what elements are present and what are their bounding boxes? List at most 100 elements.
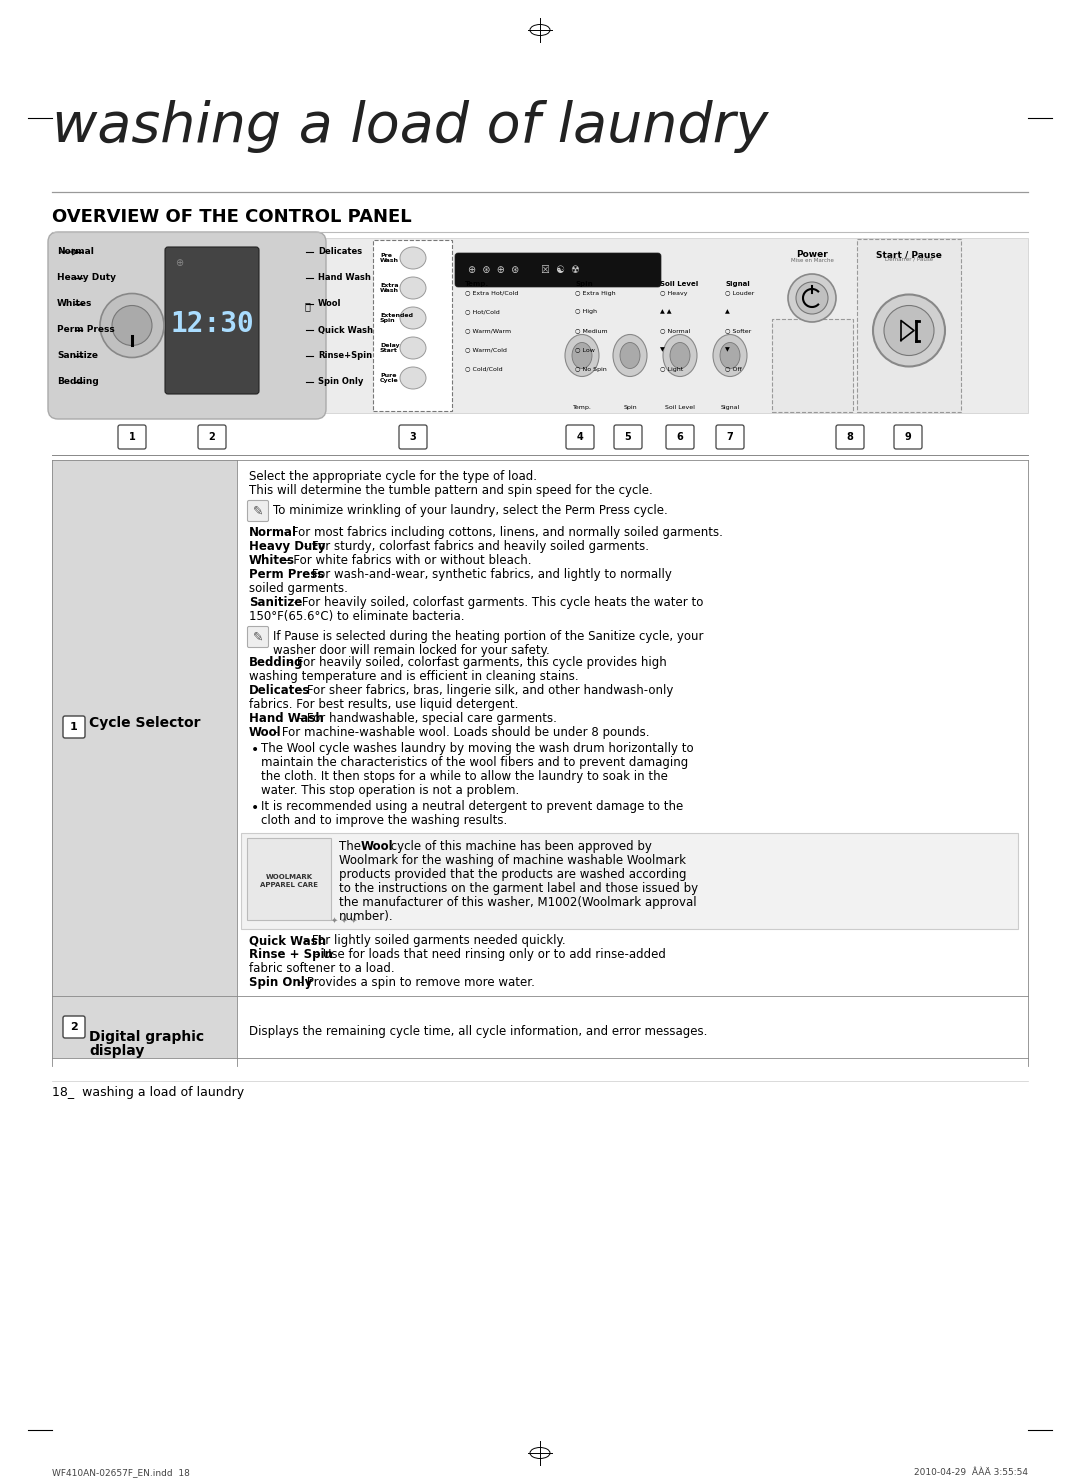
Text: Bedding: Bedding xyxy=(249,655,303,669)
Ellipse shape xyxy=(572,343,592,368)
FancyBboxPatch shape xyxy=(118,426,146,449)
FancyBboxPatch shape xyxy=(399,426,427,449)
Text: Signal: Signal xyxy=(720,405,740,409)
Text: 2010-04-29  ÂÀÄ 3:55:54: 2010-04-29 ÂÀÄ 3:55:54 xyxy=(914,1468,1028,1477)
Text: fabrics. For best results, use liquid detergent.: fabrics. For best results, use liquid de… xyxy=(249,698,518,710)
Ellipse shape xyxy=(400,248,426,268)
Circle shape xyxy=(885,305,934,356)
Ellipse shape xyxy=(720,343,740,368)
Text: Power: Power xyxy=(796,251,828,260)
Text: Sanitize: Sanitize xyxy=(249,596,302,610)
Text: ▲: ▲ xyxy=(725,310,730,314)
Text: number).: number). xyxy=(339,911,393,922)
Text: 5: 5 xyxy=(624,432,632,442)
FancyBboxPatch shape xyxy=(716,426,744,449)
Text: - For sheer fabrics, bras, lingerie silk, and other handwash-only: - For sheer fabrics, bras, lingerie silk… xyxy=(295,684,674,697)
FancyBboxPatch shape xyxy=(566,426,594,449)
Text: fabric softener to a load.: fabric softener to a load. xyxy=(249,962,394,974)
Text: - For heavily soiled, colorfast garments, this cycle provides high: - For heavily soiled, colorfast garments… xyxy=(285,655,666,669)
Text: The: The xyxy=(339,839,365,853)
Text: 12:30: 12:30 xyxy=(171,310,254,338)
Text: Start / Pause: Start / Pause xyxy=(876,251,942,260)
Text: ✎: ✎ xyxy=(253,504,264,518)
Text: Mise en Marche: Mise en Marche xyxy=(791,258,834,262)
Text: cloth and to improve the washing results.: cloth and to improve the washing results… xyxy=(261,814,508,828)
Text: Extended
Spin: Extended Spin xyxy=(380,313,413,323)
Text: washer door will remain locked for your safety.: washer door will remain locked for your … xyxy=(273,644,550,657)
Text: 18_  washing a load of laundry: 18_ washing a load of laundry xyxy=(52,1086,244,1099)
Text: Perm Press: Perm Press xyxy=(57,325,114,335)
Text: ○ Louder: ○ Louder xyxy=(725,291,754,295)
Text: ○ Hot/Cold: ○ Hot/Cold xyxy=(465,310,500,314)
Ellipse shape xyxy=(565,335,599,377)
Text: - For wash-and-wear, synthetic fabrics, and lightly to normally: - For wash-and-wear, synthetic fabrics, … xyxy=(300,568,673,581)
Text: Rinse + Spin: Rinse + Spin xyxy=(249,948,333,961)
Text: Temp.: Temp. xyxy=(465,280,489,288)
Text: Hand Wash: Hand Wash xyxy=(249,712,324,725)
Text: 1: 1 xyxy=(70,722,78,733)
Text: ⊕: ⊕ xyxy=(175,258,184,268)
Text: ✦ ✦ ✦: ✦ ✦ ✦ xyxy=(330,916,357,925)
Text: ○ Low: ○ Low xyxy=(575,347,595,353)
Ellipse shape xyxy=(663,335,697,377)
Text: Pure
Cycle: Pure Cycle xyxy=(380,372,399,383)
Text: products provided that the products are washed according: products provided that the products are … xyxy=(339,868,687,881)
Text: washing temperature and is efficient in cleaning stains.: washing temperature and is efficient in … xyxy=(249,670,579,684)
Text: Sanitize: Sanitize xyxy=(57,351,98,360)
Text: ○ Warm/Cold: ○ Warm/Cold xyxy=(465,347,507,353)
FancyBboxPatch shape xyxy=(52,460,237,997)
Text: Bedding: Bedding xyxy=(57,378,98,387)
Text: Soil Level: Soil Level xyxy=(665,405,694,409)
Text: ○ Extra High: ○ Extra High xyxy=(575,291,616,295)
Text: ○ Heavy: ○ Heavy xyxy=(660,291,688,295)
Text: ○ Extra Hot/Cold: ○ Extra Hot/Cold xyxy=(465,291,518,295)
Text: 3: 3 xyxy=(409,432,417,442)
Text: Delicates: Delicates xyxy=(318,248,362,257)
Text: •: • xyxy=(251,743,259,756)
FancyBboxPatch shape xyxy=(858,239,961,412)
Text: ○ Warm/Warm: ○ Warm/Warm xyxy=(465,329,511,334)
Text: ○ Light: ○ Light xyxy=(660,366,684,372)
Text: Extra
Wash: Extra Wash xyxy=(380,283,399,294)
Text: 6: 6 xyxy=(677,432,684,442)
Text: •: • xyxy=(251,801,259,816)
Text: Temp.: Temp. xyxy=(572,405,592,409)
Text: water. This stop operation is not a problem.: water. This stop operation is not a prob… xyxy=(261,785,519,796)
Text: WOOLMARK
APPAREL CARE: WOOLMARK APPAREL CARE xyxy=(260,873,318,888)
Text: Spin Only: Spin Only xyxy=(249,976,312,989)
Text: The Wool cycle washes laundry by moving the wash drum horizontally to: The Wool cycle washes laundry by moving … xyxy=(261,742,693,755)
Text: ⊕  ⊛  ⊕  ⊛       ☒  ☯  ☢: ⊕ ⊛ ⊕ ⊛ ☒ ☯ ☢ xyxy=(468,265,580,274)
FancyBboxPatch shape xyxy=(373,240,453,411)
Circle shape xyxy=(796,282,828,314)
FancyBboxPatch shape xyxy=(52,997,237,1057)
Ellipse shape xyxy=(400,337,426,359)
Text: Spin Only: Spin Only xyxy=(318,378,363,387)
Text: - For most fabrics including cottons, linens, and normally soiled garments.: - For most fabrics including cottons, li… xyxy=(280,526,723,538)
FancyBboxPatch shape xyxy=(894,426,922,449)
Text: the manufacturer of this washer, M1002(Woolmark approval: the manufacturer of this washer, M1002(W… xyxy=(339,896,697,909)
Text: - For sturdy, colorfast fabrics and heavily soiled garments.: - For sturdy, colorfast fabrics and heav… xyxy=(300,540,649,553)
Text: To minimize wrinkling of your laundry, select the Perm Press cycle.: To minimize wrinkling of your laundry, s… xyxy=(273,504,667,518)
FancyBboxPatch shape xyxy=(247,838,330,919)
Text: Woolmark for the washing of machine washable Woolmark: Woolmark for the washing of machine wash… xyxy=(339,854,686,868)
Ellipse shape xyxy=(620,343,640,368)
Circle shape xyxy=(100,294,164,357)
FancyBboxPatch shape xyxy=(52,237,1028,412)
Text: Pre
Wash: Pre Wash xyxy=(380,252,399,262)
Text: - For handwashable, special care garments.: - For handwashable, special care garment… xyxy=(295,712,557,725)
Ellipse shape xyxy=(713,335,747,377)
Circle shape xyxy=(873,295,945,366)
FancyBboxPatch shape xyxy=(165,248,259,394)
FancyBboxPatch shape xyxy=(241,833,1018,928)
Text: Whites: Whites xyxy=(249,555,295,567)
Text: WF410AN-02657F_EN.indd  18: WF410AN-02657F_EN.indd 18 xyxy=(52,1468,190,1477)
Text: Delicates: Delicates xyxy=(249,684,310,697)
Text: 1: 1 xyxy=(129,432,135,442)
FancyBboxPatch shape xyxy=(63,1016,85,1038)
Ellipse shape xyxy=(400,366,426,389)
Text: 4: 4 xyxy=(577,432,583,442)
Text: soiled garments.: soiled garments. xyxy=(249,581,348,595)
Ellipse shape xyxy=(670,343,690,368)
Text: Signal: Signal xyxy=(725,280,750,288)
Text: ○ No Spin: ○ No Spin xyxy=(575,366,607,372)
